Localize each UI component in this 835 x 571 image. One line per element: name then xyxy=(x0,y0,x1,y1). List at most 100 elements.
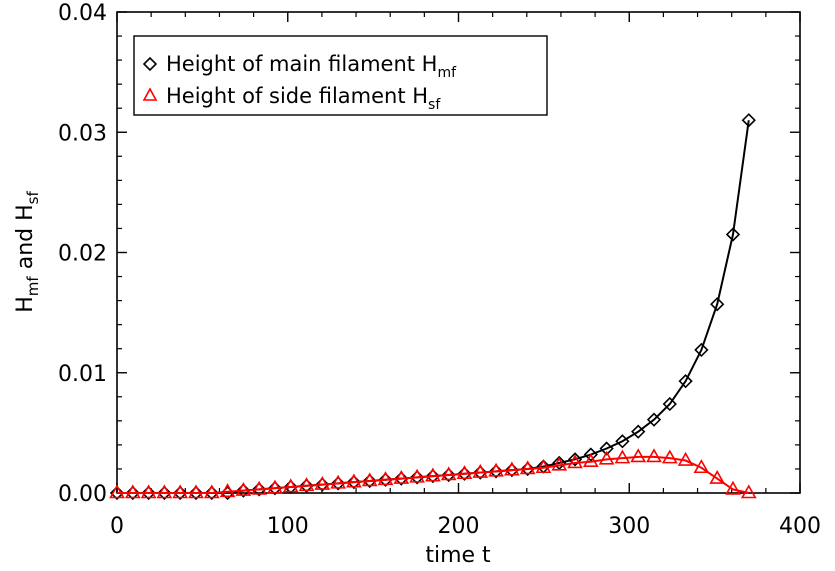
data-point xyxy=(298,477,315,492)
data-point xyxy=(393,469,410,484)
data-point xyxy=(457,466,472,481)
x-tick-label: 0 xyxy=(110,514,124,539)
series-main-filament xyxy=(109,113,756,501)
data-point xyxy=(678,374,693,389)
data-point xyxy=(173,485,188,501)
legend-marker-side xyxy=(142,87,158,101)
x-axis-title: time t xyxy=(425,543,491,568)
data-point xyxy=(614,449,631,464)
data-point xyxy=(188,485,204,501)
y-tick-label: 0.00 xyxy=(58,482,107,507)
legend: Height of main filament Hmf Height of si… xyxy=(133,35,548,116)
legend-label-main: Height of main filament Hmf xyxy=(166,52,457,81)
data-point xyxy=(598,450,615,465)
data-point xyxy=(630,448,647,463)
data-point xyxy=(409,468,425,483)
data-point xyxy=(504,463,519,478)
data-point xyxy=(314,475,331,490)
data-point xyxy=(741,113,756,128)
data-point xyxy=(551,456,568,471)
data-point xyxy=(520,461,535,477)
data-point xyxy=(567,454,583,469)
y-tick-label: 0.04 xyxy=(58,1,107,26)
data-point xyxy=(377,471,394,486)
data-point xyxy=(346,473,362,488)
data-point xyxy=(252,482,267,497)
x-tick-label: 100 xyxy=(267,514,309,539)
y-axis-title: Hmf and Hsf xyxy=(13,191,42,313)
data-point xyxy=(109,485,125,501)
legend-marker-main xyxy=(142,56,158,72)
series-layer xyxy=(109,113,757,501)
data-point xyxy=(740,484,757,499)
legend-side-text: Height of side filament H xyxy=(166,84,428,108)
data-point xyxy=(282,478,299,493)
data-point xyxy=(141,485,156,501)
legend-main-text: Height of main filament H xyxy=(166,52,437,76)
data-point xyxy=(394,471,409,486)
x-tick-label: 300 xyxy=(608,514,650,539)
data-point xyxy=(125,485,140,501)
data-point xyxy=(188,484,204,499)
data-point xyxy=(124,484,141,499)
data-point xyxy=(631,424,646,439)
data-point xyxy=(251,480,268,495)
data-point xyxy=(646,448,662,463)
y-title-part-1: H xyxy=(13,296,38,313)
data-point xyxy=(503,461,520,476)
data-point xyxy=(710,297,725,312)
data-point xyxy=(203,484,220,499)
data-point xyxy=(330,476,346,491)
data-point xyxy=(172,484,189,499)
data-point xyxy=(677,451,694,466)
legend-main-sub: mf xyxy=(437,65,457,81)
data-point xyxy=(204,485,219,501)
data-point xyxy=(140,484,157,499)
data-point xyxy=(582,453,599,468)
data-point xyxy=(156,484,173,499)
axis-ticks xyxy=(116,11,801,494)
data-point xyxy=(425,467,441,482)
data-point xyxy=(440,466,457,481)
legend-box xyxy=(133,35,548,116)
data-point xyxy=(441,467,456,483)
y-tick-label: 0.03 xyxy=(58,121,107,146)
data-point xyxy=(378,472,393,487)
data-point xyxy=(299,478,314,493)
series-side-filament xyxy=(109,448,757,499)
data-point xyxy=(693,459,710,474)
data-point xyxy=(552,455,567,471)
data-point xyxy=(409,470,425,485)
data-point xyxy=(473,465,488,480)
tick-labels: 0 100 200 300 400 0.00 0.01 0.02 0.03 0.04 xyxy=(58,1,821,539)
data-point xyxy=(661,449,678,464)
y-title-part-2: mf xyxy=(24,276,42,297)
data-point xyxy=(362,473,377,489)
data-point xyxy=(599,441,614,456)
data-point xyxy=(519,460,536,475)
data-point xyxy=(488,462,504,477)
data-point xyxy=(535,459,552,474)
data-point xyxy=(330,474,346,489)
y-tick-label: 0.02 xyxy=(58,242,107,267)
data-point xyxy=(361,472,378,487)
y-title-part-4: sf xyxy=(24,191,42,205)
data-point xyxy=(694,342,709,358)
data-point xyxy=(267,481,283,496)
data-point xyxy=(567,452,583,467)
series-line xyxy=(117,120,750,494)
data-point xyxy=(109,484,125,499)
data-point xyxy=(219,483,236,498)
data-point xyxy=(488,464,504,479)
data-point xyxy=(709,469,726,484)
data-point xyxy=(615,434,630,449)
y-title-part-3: and H xyxy=(13,204,38,276)
data-point xyxy=(725,480,741,495)
data-point xyxy=(236,483,251,498)
data-point xyxy=(725,227,741,242)
data-point xyxy=(267,479,283,494)
data-point xyxy=(646,412,662,427)
x-tick-label: 200 xyxy=(438,514,480,539)
y-tick-label: 0.01 xyxy=(58,362,107,387)
